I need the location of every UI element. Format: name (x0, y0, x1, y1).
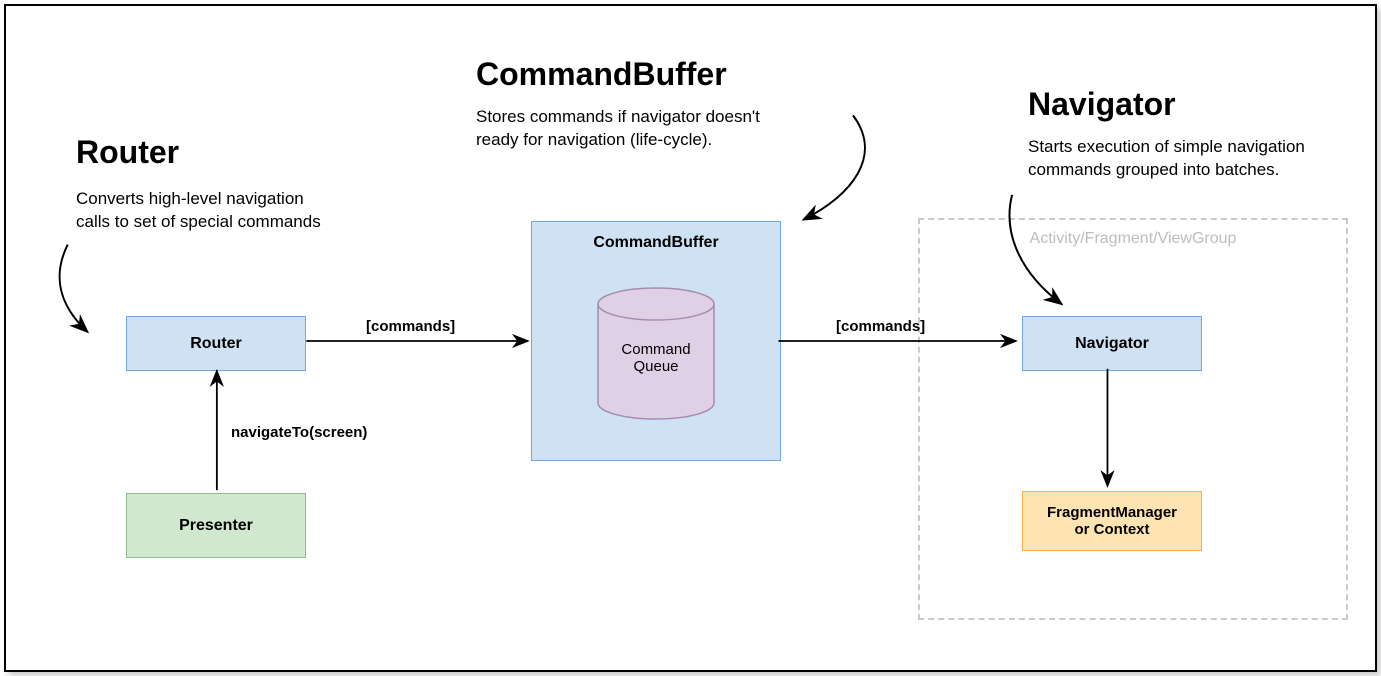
activity-fragment-label: Activity/Fragment/ViewGroup (920, 230, 1346, 248)
curved-arrow-router (60, 245, 88, 332)
navigator-section-title: Navigator (1028, 86, 1176, 123)
edge-label-commands-1: [commands] (366, 318, 455, 335)
commandbuffer-section-title: CommandBuffer (476, 56, 727, 93)
router-section-title: Router (76, 134, 179, 171)
fragmentmanager-node: FragmentManager or Context (1022, 491, 1202, 551)
commandbuffer-box-title: CommandBuffer (532, 234, 780, 252)
activity-fragment-container: Activity/Fragment/ViewGroup (918, 218, 1348, 620)
router-section-desc: Converts high-level navigation calls to … (76, 188, 321, 234)
navigator-section-desc: Starts execution of simple navigation co… (1028, 136, 1305, 182)
commandbuffer-section-desc: Stores commands if navigator doesn't rea… (476, 106, 760, 152)
edge-label-commands-2: [commands] (836, 318, 925, 335)
router-node: Router (126, 316, 306, 371)
edge-label-navigateto: navigateTo(screen) (231, 424, 367, 441)
navigator-node: Navigator (1022, 316, 1202, 371)
command-queue-label: Command Queue (596, 341, 716, 376)
diagram-canvas: Router Converts high-level navigation ca… (4, 4, 1377, 672)
presenter-node: Presenter (126, 493, 306, 558)
curved-arrow-buffer (803, 115, 865, 219)
command-queue-cylinder: Command Queue (596, 286, 716, 421)
